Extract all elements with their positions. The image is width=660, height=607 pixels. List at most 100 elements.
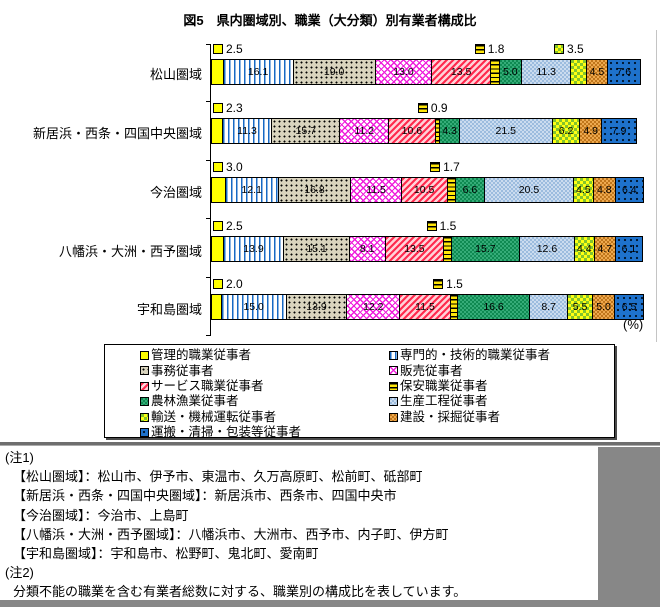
legend-swatch-icon (140, 412, 149, 422)
bar-segment: 6.5 (615, 295, 643, 319)
segment-value-label: 16.6 (483, 300, 504, 313)
bar-segment: 5.0 (499, 60, 523, 84)
bar-segment (450, 295, 459, 319)
legend-item: 運搬・清掃・包装等従事者 (140, 426, 301, 439)
bar-segment: 10.5 (401, 178, 448, 202)
callout-value: 1.5 (446, 276, 463, 291)
callout: 3.0 (213, 159, 243, 174)
callout-swatch-icon (554, 43, 565, 54)
callout-value: 1.8 (487, 41, 505, 56)
segment-value-label: 8.7 (541, 300, 556, 313)
callout-swatch-icon (474, 43, 485, 54)
bar-segment: 12.2 (347, 295, 401, 319)
callout: 1.7 (430, 159, 460, 174)
segment-value-label: 5.5 (572, 300, 588, 313)
segment-value-label: 6.6 (462, 183, 478, 196)
stacked-bar-chart: 図5 県内圏域別、職業（大分類）別有業者構成比 (%) 松山圏域 16.1 19.0… (33, 13, 657, 342)
segment-value-label: 12.2 (363, 300, 384, 313)
bar-segment: 15.0 (221, 295, 287, 319)
bar-segment: 13.5 (432, 60, 491, 84)
bar-segment: 20.5 (485, 178, 574, 202)
bar-segment: 4.7 (594, 237, 616, 261)
segment-value-label: 6.4 (621, 183, 637, 196)
bar-segment: 21.5 (459, 119, 553, 143)
segment-value-label: 16.8 (304, 183, 325, 196)
callout: 1.8 (474, 41, 505, 56)
legend-swatch-icon (389, 397, 398, 407)
callout-swatch-icon (433, 278, 444, 289)
bar-segment: 15.7 (272, 119, 341, 143)
bar-segment: 7.9 (602, 119, 636, 143)
bar-segment: 4.5 (573, 178, 595, 202)
bar-segment (212, 237, 224, 261)
bar-segment: 11.5 (351, 178, 402, 202)
segment-value-label: 11.5 (366, 183, 386, 196)
bar-segment: 4.4 (574, 237, 595, 261)
legend-swatch-icon (140, 366, 149, 376)
segment-value-label: 4.9 (583, 124, 599, 137)
bar-segment: 10.6 (389, 119, 436, 143)
bar-segment (212, 295, 222, 319)
bar-segment (212, 178, 226, 202)
callout-value: 1.7 (443, 159, 460, 174)
axis-tick (206, 44, 211, 45)
bar-segment (212, 119, 223, 143)
legend-label: 建設・採掘従事者 (400, 409, 501, 424)
legend-item: 保安職業従事者 (389, 380, 488, 393)
note1-line: 【新居浜・西条・四国中央圏域】：新居浜市、西条市、四国中央市 (13, 488, 397, 504)
legend-item: サービス職業従事者 (140, 380, 264, 393)
bar-segment: 4.5 (587, 60, 608, 84)
bar-segment: 13.0 (375, 60, 433, 84)
note1-line: 【宇和島圏域】：宇和島市、松野町、鬼北町、愛南町 (13, 546, 319, 562)
legend-label: 農林漁業従事者 (151, 394, 239, 409)
bar-segment: 12.1 (225, 178, 279, 202)
segment-value-label: 13.5 (404, 242, 425, 255)
segment-value-label: 13.9 (243, 242, 264, 255)
segment-value-label: 5.0 (503, 65, 518, 78)
bar-segment: 5.5 (568, 295, 593, 319)
segment-value-label: 11.2 (354, 124, 375, 137)
segment-value-label: 7.6 (616, 65, 632, 78)
segment-value-label: 4.5 (576, 183, 591, 196)
legend-box: 管理的職業従事者 専門的・技術的職業従事者 事務従事者 販売従事者 サービス職業従事者 保… (104, 344, 615, 438)
bar-segment: 15.1 (284, 237, 350, 261)
legend-label: 保安職業従事者 (400, 379, 488, 394)
section-divider (0, 442, 660, 446)
bar-segment: 7.6 (607, 60, 640, 84)
bar-segment (444, 237, 452, 261)
bar-segment: 6.1 (615, 237, 642, 261)
legend-swatch-icon (389, 381, 398, 391)
bar-segment (435, 119, 441, 143)
segment-value-label: 13.9 (306, 300, 327, 313)
callout: 2.3 (213, 102, 243, 114)
segment-value-label: 4.8 (597, 183, 612, 196)
segment-value-label: 10.6 (401, 124, 423, 137)
legend-swatch-icon (140, 351, 149, 360)
category-label: 松山圏域 (149, 67, 202, 82)
legend-item: 事務従事者 (140, 364, 214, 377)
callout-value: 3.0 (226, 159, 243, 174)
note2-title: (注2) (5, 565, 34, 581)
legend-label: 生産工程従事者 (400, 394, 488, 409)
bar-segment: 16.1 (223, 60, 294, 84)
callout-swatch-icon (417, 102, 428, 113)
bar-segment: 16.8 (278, 178, 352, 202)
legend-swatch-icon (389, 366, 398, 376)
bar-segment: 11.3 (222, 119, 273, 143)
segment-value-label: 13.5 (450, 65, 472, 78)
legend-item: 輸送・機械運転従事者 (140, 411, 276, 424)
legend-item: 管理的職業従事者 (140, 349, 251, 362)
legend-swatch-icon (140, 397, 149, 407)
legend-swatch-icon (389, 412, 398, 422)
percent-unit-label: (%) (623, 317, 644, 332)
bar-segment: 16.6 (458, 295, 531, 319)
note1-title: (注1) (5, 450, 34, 465)
segment-value-label: 12.1 (241, 183, 262, 196)
legend-label: 運搬・清掃・包装等従事者 (151, 425, 302, 440)
legend-label: 輸送・機械運転従事者 (151, 409, 277, 424)
legend-item: 販売従事者 (389, 364, 463, 377)
note1-line: 【松山圏域】：松山市、伊予市、東温市、久万高原町、松前町、砥部町 (13, 469, 423, 485)
segment-value-label: 6.1 (621, 242, 637, 255)
callout-value: 2.5 (226, 41, 243, 56)
